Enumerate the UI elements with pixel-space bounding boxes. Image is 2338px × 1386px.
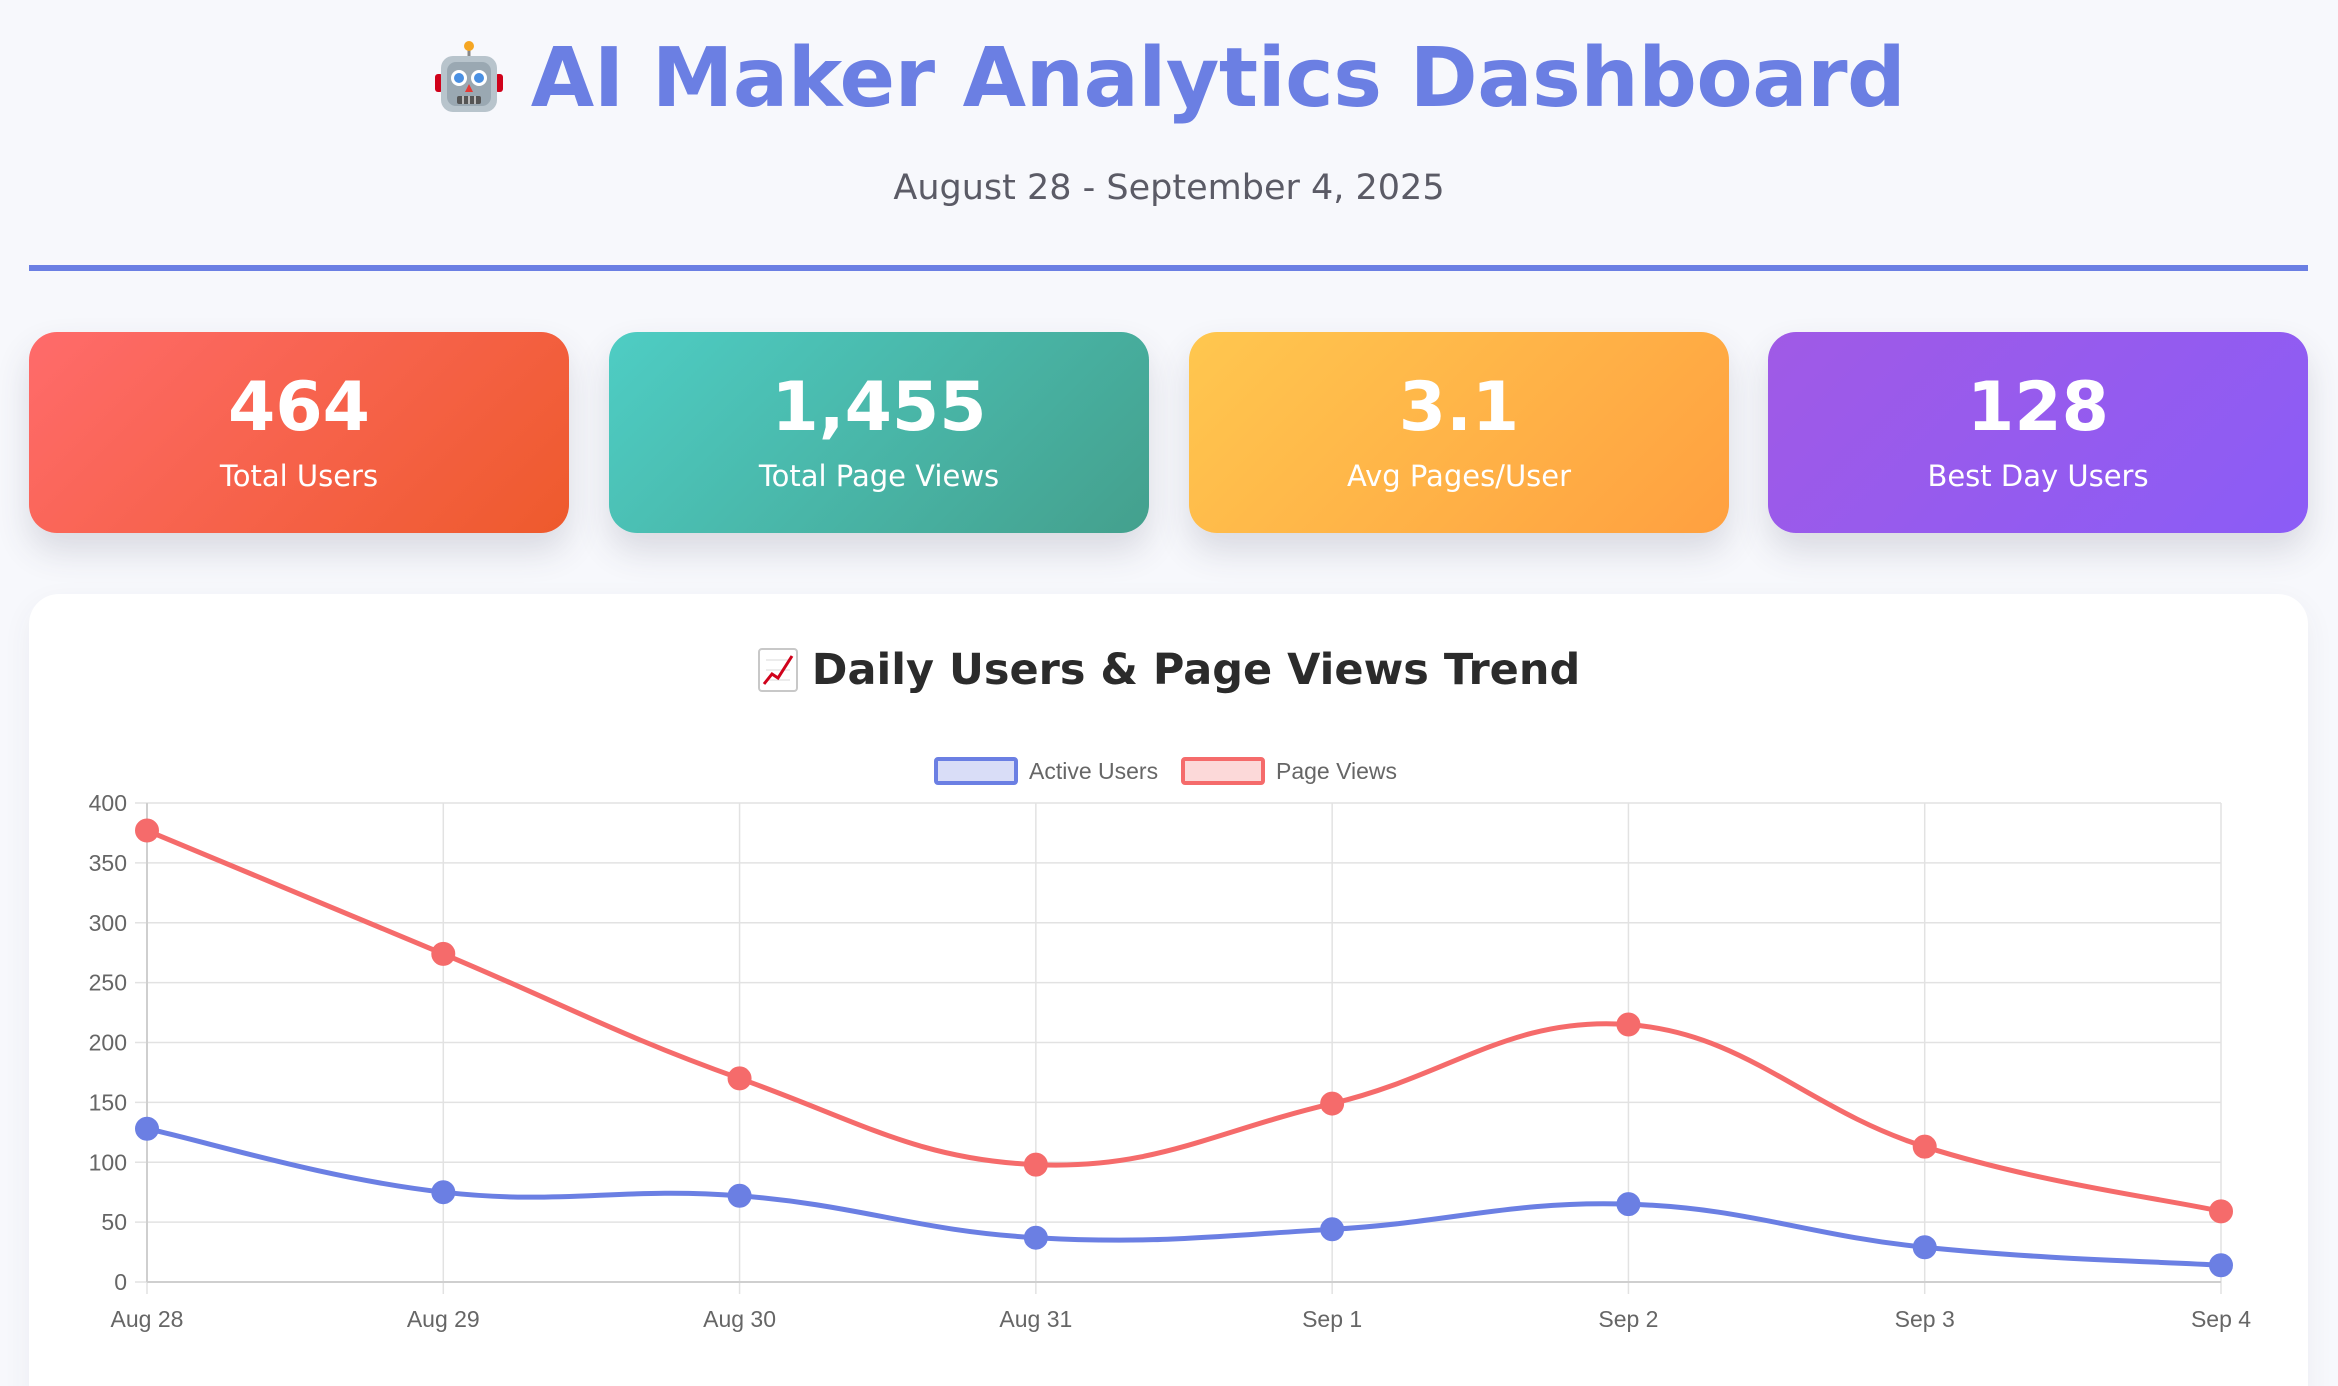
- stat-value: 1,455: [771, 368, 987, 447]
- date-range: August 28 - September 4, 2025: [893, 168, 1445, 208]
- x-tick-label: Aug 30: [703, 1306, 776, 1332]
- data-point: [431, 1180, 456, 1205]
- data-point: [1320, 1217, 1345, 1242]
- stat-label: Total Page Views: [758, 459, 1000, 493]
- stat-card-total-page-views: 1,455 Total Page Views: [609, 332, 1149, 533]
- x-tick-label: Sep 4: [2191, 1306, 2251, 1332]
- series-line-0: [146, 1126, 2222, 1268]
- y-tick-label: 250: [89, 970, 127, 996]
- legend-swatch: [934, 757, 1018, 785]
- data-point: [1023, 1152, 1048, 1177]
- data-point: [727, 1066, 752, 1091]
- x-tick-label: Sep 2: [1598, 1306, 1658, 1332]
- data-point: [1616, 1192, 1641, 1217]
- chart-header: Daily Users & Page Views Trend: [0, 640, 2338, 700]
- stat-label: Avg Pages/User: [1346, 459, 1572, 493]
- stat-value: 464: [228, 368, 370, 447]
- y-tick-label: 400: [89, 790, 127, 816]
- stat-value: 3.1: [1398, 368, 1520, 447]
- stat-value: 128: [1967, 368, 2109, 447]
- legend-swatch: [1181, 757, 1265, 785]
- x-tick-label: Aug 31: [999, 1306, 1072, 1332]
- stat-card-best-day-users: 128 Best Day Users: [1768, 332, 2308, 533]
- x-tick-label: Aug 29: [407, 1306, 480, 1332]
- y-tick-label: 100: [89, 1149, 127, 1175]
- data-point: [1912, 1235, 1937, 1260]
- data-point: [1023, 1225, 1048, 1250]
- stat-label: Best Day Users: [1927, 459, 2149, 493]
- data-point: [431, 941, 456, 966]
- chart-title: Daily Users & Page Views Trend: [811, 645, 1581, 695]
- y-tick-label: 50: [101, 1209, 127, 1235]
- y-tick-label: 300: [89, 910, 127, 936]
- data-point: [135, 818, 159, 843]
- y-tick-label: 0: [114, 1269, 127, 1295]
- series-line-1: [146, 828, 2222, 1214]
- stat-card-total-users: 464 Total Users: [29, 332, 569, 533]
- data-point: [135, 1116, 159, 1141]
- robot-icon: [434, 41, 503, 112]
- x-tick-label: Aug 28: [111, 1306, 184, 1332]
- data-point: [727, 1183, 752, 1208]
- data-point: [2209, 1253, 2233, 1278]
- stat-card-avg-pages-user: 3.1 Avg Pages/User: [1189, 332, 1729, 533]
- legend-label: Active Users: [1029, 758, 1158, 784]
- data-point: [1616, 1012, 1641, 1037]
- page-title: AI Maker Analytics Dashboard: [530, 30, 1906, 126]
- legend-label: Page Views: [1276, 758, 1397, 784]
- y-tick-label: 350: [89, 850, 127, 876]
- stat-label: Total Users: [219, 459, 379, 493]
- chart-increasing-icon: [757, 648, 798, 692]
- data-point: [1320, 1091, 1345, 1116]
- y-tick-label: 200: [89, 1030, 127, 1056]
- header-divider: [29, 265, 2308, 271]
- y-tick-label: 150: [89, 1089, 127, 1115]
- data-point: [1912, 1134, 1937, 1159]
- data-point: [2209, 1199, 2233, 1224]
- header: AI Maker Analytics Dashboard: [0, 28, 2338, 128]
- x-tick-label: Sep 3: [1895, 1306, 1955, 1332]
- x-tick-label: Sep 1: [1302, 1306, 1362, 1332]
